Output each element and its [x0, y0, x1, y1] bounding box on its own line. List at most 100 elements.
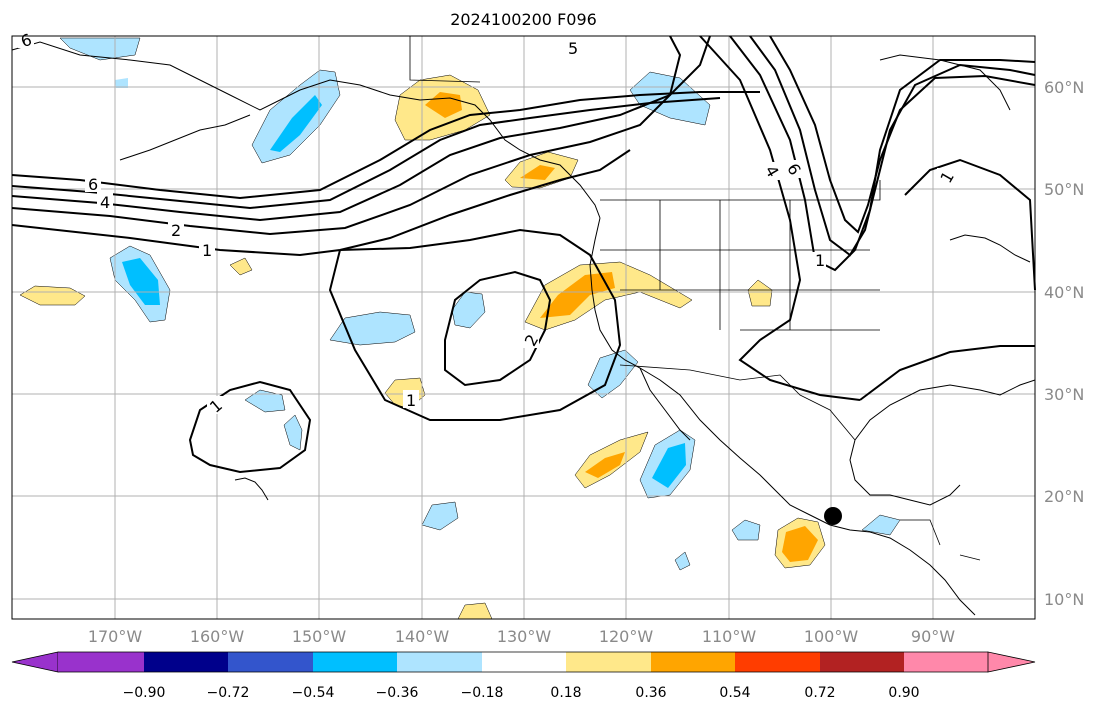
colorbar-tick: 0.90: [888, 685, 919, 701]
lon-label: 90°W: [911, 627, 955, 646]
colorbar-tick: 0.72: [804, 685, 835, 701]
colorbar-tick: −0.90: [123, 685, 166, 701]
colorbar-tick: −0.54: [292, 685, 335, 701]
anomaly-shading: [19, 37, 901, 620]
border-states: [600, 200, 880, 331]
contour-line: [11, 35, 682, 236]
map-title: 2024100200 F096: [450, 10, 597, 29]
contour-label: 1: [202, 241, 212, 260]
contour-line: [749, 35, 1036, 257]
coastline-hawaii: [234, 477, 269, 501]
contour-line: [729, 35, 1036, 272]
contour-line: [699, 35, 861, 401]
contour-line: [769, 35, 1036, 234]
border-us-mexico: [619, 364, 856, 441]
lon-label: 150°W: [292, 627, 347, 646]
shade-patch: [540, 272, 615, 318]
shade-patch: [115, 78, 128, 88]
lat-label: 40°N: [1044, 283, 1084, 302]
colorbar-bin: [313, 652, 397, 672]
shade-patch: [747, 279, 773, 307]
contour-label: 2: [171, 221, 181, 240]
shade-patch: [19, 285, 86, 306]
colorbar-bin: [566, 652, 651, 672]
contour-label: 1: [406, 391, 416, 410]
lon-label: 100°W: [804, 627, 859, 646]
colorbar-outline: [58, 651, 988, 673]
colorbar-bin: [651, 652, 735, 672]
coastlines: [11, 41, 1036, 616]
colorbar-bin: [144, 652, 228, 672]
colorbar-tick: 0.18: [550, 685, 581, 701]
contour-label: 6: [88, 175, 98, 194]
colorbar-bin: [58, 652, 144, 672]
lon-label: 110°W: [702, 627, 757, 646]
shade-patch: [652, 443, 686, 488]
colorbar: −0.90 −0.72 −0.54 −0.36 −0.18 0.18 0.36 …: [11, 651, 1036, 701]
colorbar-tick: −0.36: [376, 685, 419, 701]
political-borders: [409, 36, 981, 561]
coastline-gulf: [854, 379, 1036, 441]
coastline-great-lakes: [949, 234, 1031, 263]
contour-line: [11, 97, 721, 210]
contour-line: [11, 91, 760, 200]
colorbar-extend-high: [987, 651, 1036, 673]
border-central-america: [900, 519, 981, 561]
lat-label: 20°N: [1044, 487, 1084, 506]
contour-label: 4: [100, 193, 110, 212]
lon-label: 120°W: [599, 627, 654, 646]
colorbar-tick: −0.72: [207, 685, 250, 701]
contour-lines: [11, 35, 1036, 474]
shade-patch: [283, 414, 303, 451]
contour-label: 1: [815, 251, 825, 270]
shade-patch: [782, 526, 818, 562]
shade-patch: [244, 389, 286, 413]
contour-labels: 6 5 6 4 2 1 1 2 1 4 6 1 1: [18, 30, 958, 417]
colorbar-tick: 0.54: [719, 685, 750, 701]
shade-patch: [421, 501, 459, 531]
lon-label: 140°W: [395, 627, 450, 646]
border-us-canada: [600, 180, 881, 201]
shade-patch: [270, 95, 322, 152]
shade-patch: [629, 71, 711, 126]
colorbar-bin: [482, 652, 566, 672]
colorbar-tick: 0.36: [635, 685, 666, 701]
contour-line: [859, 345, 1035, 401]
lat-label: 30°N: [1044, 385, 1084, 404]
contour-label: 5: [568, 39, 578, 58]
lon-label: 160°W: [190, 627, 245, 646]
lat-label: 60°N: [1044, 78, 1084, 97]
latitude-labels: 60°N 50°N 40°N 30°N 20°N 10°N: [1044, 78, 1084, 609]
colorbar-bin: [397, 652, 482, 672]
coastline-aleutians: [119, 114, 251, 161]
shade-patch: [585, 452, 625, 478]
map-frame: [11, 35, 1036, 620]
contour-line: [904, 158, 1036, 291]
coastline-alaska-bc: [11, 41, 601, 219]
contour-line-closed: [444, 270, 552, 387]
colorbar-bin: [904, 652, 988, 672]
contour-line: [11, 149, 631, 257]
lat-label: 50°N: [1044, 180, 1084, 199]
coastline-baja: [639, 367, 691, 441]
coastline-yucatan: [849, 439, 961, 506]
lat-label: 10°N: [1044, 590, 1084, 609]
filled-circle-marker: [824, 507, 842, 525]
lon-label: 130°W: [497, 627, 552, 646]
colorbar-bin: [820, 652, 904, 672]
contour-line-closed: [188, 380, 312, 474]
shade-patch: [59, 37, 141, 61]
colorbar-bin: [228, 652, 313, 672]
colorbar-extend-low: [11, 651, 59, 673]
contour-line-closed: [328, 228, 622, 421]
shade-patch: [229, 257, 253, 276]
shade-patch: [329, 311, 416, 346]
colorbar-bin: [735, 652, 820, 672]
coastline-west-coast: [589, 217, 976, 616]
border-alaska-canada: [409, 36, 481, 83]
shade-patch: [122, 258, 160, 305]
colorbar-tick: −0.18: [461, 685, 504, 701]
shade-patch: [520, 165, 555, 180]
shade-patch: [731, 519, 761, 541]
